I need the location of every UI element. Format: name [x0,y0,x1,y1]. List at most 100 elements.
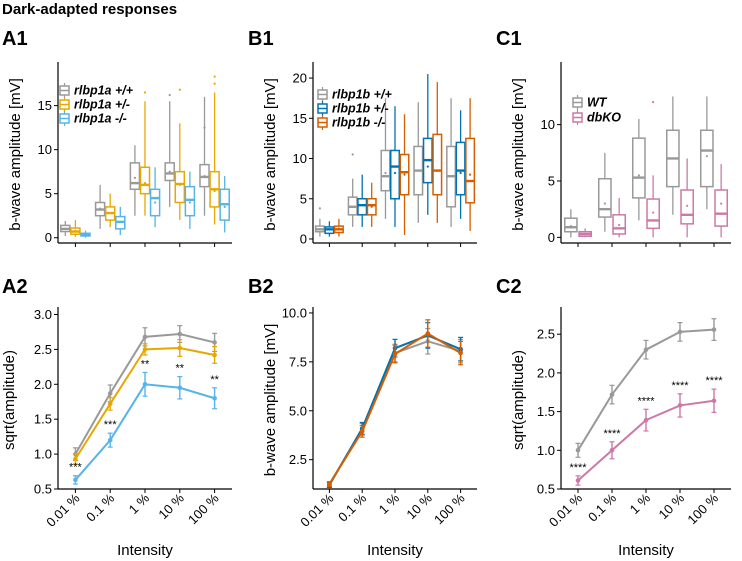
y-tick-label-b1: 0 [300,231,307,246]
data-point-b2 [458,350,463,356]
figure-title: Dark-adapted responses [2,1,177,18]
y-axis-label-c2: sqrt(amplitude) [510,350,527,450]
box-mean-b1 [417,169,420,172]
y-axis-label-c1: b-wave amplitude [mV] [510,78,527,231]
y-tick-label-a2: 1.5 [34,412,52,427]
box-outlier-a1 [178,88,181,91]
box-mean-a1 [213,189,216,193]
series-line-a2 [74,383,215,481]
box-a1 [174,170,186,204]
data-point-c2 [677,329,683,335]
box-mean-b1 [393,171,397,175]
box-b1 [432,133,443,196]
y-tick-label-c1: 0 [548,230,555,245]
panel-label-a1: A1 [2,28,28,50]
y-tick-label-b2: 10.0 [282,305,307,320]
box-mean-b1 [426,165,429,168]
box-outlier-a1 [213,75,216,78]
box-outlier-b1 [318,207,321,210]
box-mean-a1 [99,207,102,210]
box-outlier-c1 [652,100,655,104]
y-tick-label-a1: 10 [38,142,52,157]
box-mean-b1 [459,171,462,175]
box-mean-a1 [203,174,206,178]
box-b1 [357,198,368,216]
box-mean-a1 [64,227,67,231]
y-axis-label-b1: b-wave amplitude [mV] [262,78,279,231]
x-tick-label-a2: 0.1 % [83,490,117,524]
box-outlier-a1 [213,82,216,85]
box-b1 [455,141,466,196]
box-a1 [184,185,196,217]
box-c1 [646,198,661,230]
y-tick-label-a2: 2.5 [34,342,52,357]
data-point-c2 [609,392,615,397]
box-c1 [597,177,612,218]
box-mean-b1 [403,173,406,176]
data-point-c2 [609,448,615,453]
box-mean-a1 [84,233,87,236]
significance-label-c2: **** [637,395,655,407]
box-c1 [631,137,646,199]
x-tick-label-b2: 100 % [431,490,468,527]
box-c1 [563,217,578,233]
data-point-a2 [177,331,183,337]
y-tick-label-b1: 20 [293,71,307,86]
box-mean-c1 [686,204,689,207]
box-mean-c1 [705,155,708,158]
x-tick-label-a2: 1 % [126,490,153,517]
box-mean-b1 [384,171,387,175]
legend-label-a1: rlbp1a +/- [74,98,130,112]
legend-label-b1: rlbp1b +/- [332,102,389,116]
x-tick-label-c2: 0.1 % [585,490,619,524]
data-point-a2 [177,385,183,391]
x-tick-label-b2: 1 % [376,490,403,517]
significance-label-c2: **** [569,462,587,474]
box-mean-b1 [361,204,364,207]
box-c1 [699,129,714,188]
panel-label-c1: C1 [496,28,522,50]
box-b1 [389,149,401,200]
data-point-a2 [73,477,78,483]
panel-label-b2: B2 [248,276,274,298]
box-mean-a1 [143,182,147,185]
data-point-c2 [575,448,581,453]
y-tick-label-a1: 0 [45,230,52,245]
panel-label-a2: A2 [2,276,28,298]
box-a1 [164,162,175,182]
box-mean-a1 [178,183,181,186]
data-point-a2 [142,381,148,387]
y-tick-label-b1: 15 [293,111,307,126]
data-point-c2 [677,403,683,408]
data-point-b2 [327,481,332,487]
data-point-c2 [643,417,649,423]
x-tick-label-c2: 1 % [627,490,654,517]
box-c1 [612,214,627,235]
significance-label-a2: ** [210,374,219,386]
y-tick-label-a1: 5 [45,186,52,201]
box-outlier-a1 [203,126,206,129]
data-point-c2 [643,347,649,352]
box-b1 [366,198,377,216]
y-axis-label-a1: b-wave amplitude [mV] [7,78,24,231]
y-tick-label-a2: 3.0 [34,307,52,322]
box-mean-b1 [469,173,472,176]
data-point-b2 [425,331,431,336]
y-tick-label-c2: 2.5 [537,327,555,342]
box-mean-a1 [133,176,137,179]
box-mean-b1 [351,205,354,208]
x-tick-label-a2: 10 % [155,490,187,522]
legend-label-b1: rlbp1b -/- [332,116,385,130]
box-b1 [380,149,391,192]
y-tick-label-b2: 5.0 [289,403,307,418]
y-tick-label-c2: 1.0 [537,443,555,458]
box-mean-a1 [188,201,191,204]
box-mean-c1 [671,157,674,160]
x-axis-label-b2: Intensity [367,542,423,559]
box-mean-c1 [720,202,723,205]
y-tick-label-b2: 2.5 [289,452,307,467]
significance-label-a2: ** [141,358,150,370]
box-outlier-a1 [143,91,147,94]
